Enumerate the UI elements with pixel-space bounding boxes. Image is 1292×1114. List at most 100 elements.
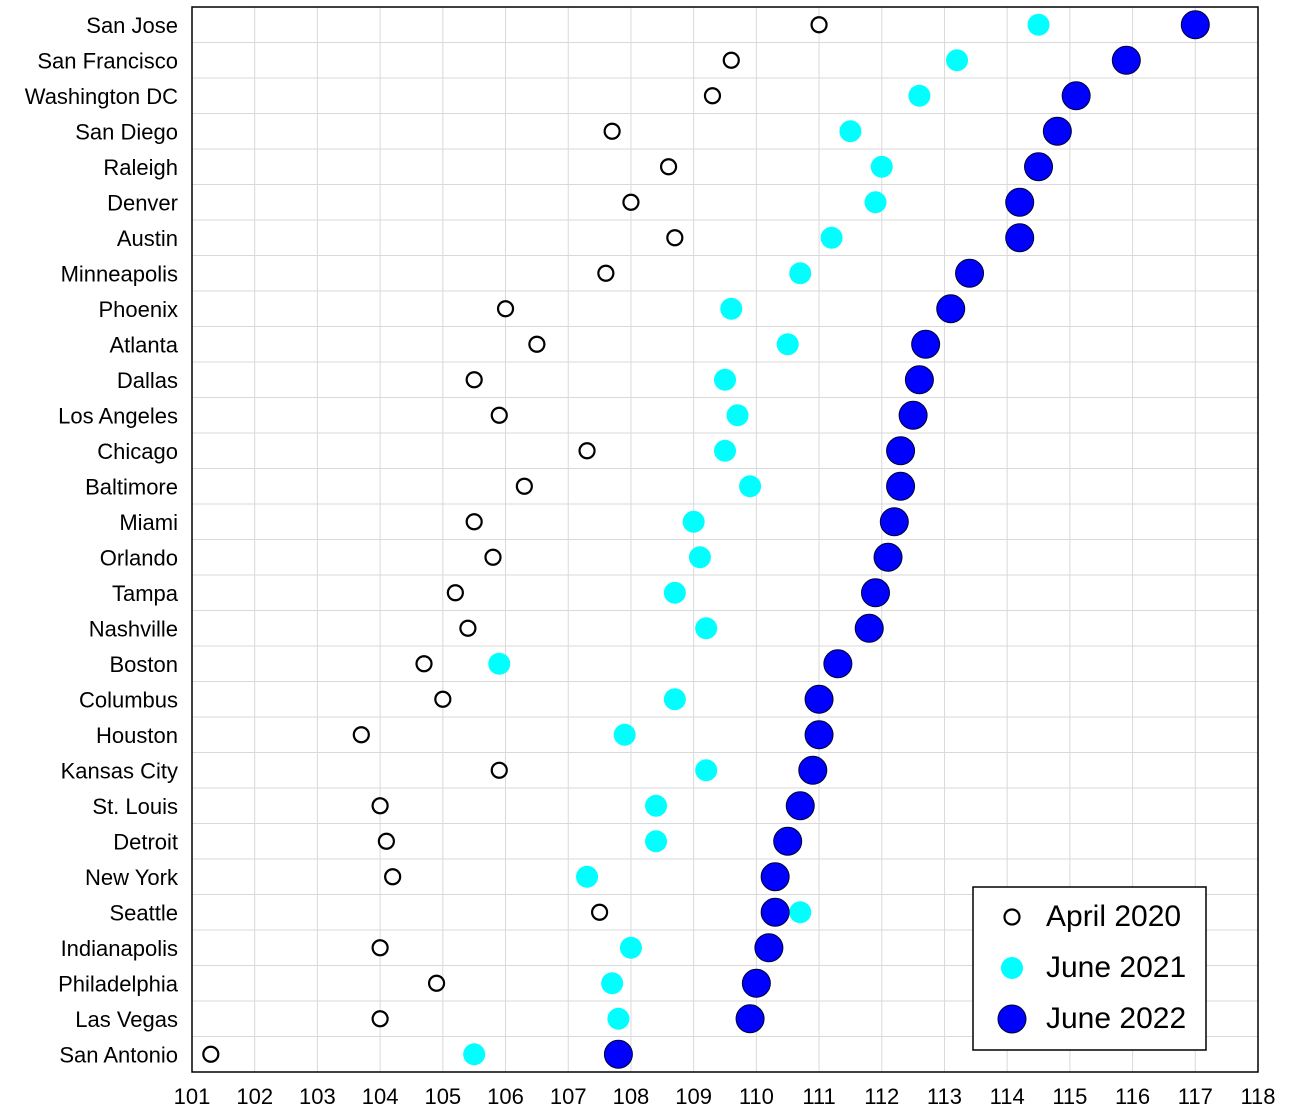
data-point-series-3 — [911, 329, 941, 359]
data-point-series-3 — [823, 649, 853, 679]
data-point-series-1 — [490, 761, 508, 779]
data-point-series-3 — [804, 684, 834, 714]
data-point-series-3 — [760, 862, 790, 892]
data-point-series-3 — [873, 542, 903, 572]
data-point-series-1 — [590, 903, 609, 921]
data-point-series-2 — [739, 475, 762, 498]
data-point-series-2 — [488, 652, 511, 675]
category-label: Atlanta — [110, 332, 179, 357]
data-point-series-3 — [1042, 116, 1072, 146]
category-label: Los Angeles — [58, 403, 178, 428]
data-point-series-1 — [578, 442, 596, 460]
category-label: Orlando — [100, 545, 178, 570]
data-point-series-1 — [371, 1010, 389, 1028]
x-tick-label: 111 — [802, 1084, 835, 1109]
data-point-series-3 — [1005, 187, 1035, 217]
data-point-series-1 — [465, 513, 483, 531]
category-label: Baltimore — [85, 474, 178, 499]
data-point-series-2 — [663, 581, 686, 604]
data-point-series-3 — [773, 826, 803, 856]
data-point-series-3 — [804, 720, 834, 750]
data-point-series-2 — [695, 759, 718, 782]
data-point-series-3 — [1024, 152, 1054, 182]
legend-marker — [1001, 957, 1023, 979]
data-point-series-1 — [666, 229, 684, 247]
category-label: Minneapolis — [61, 261, 178, 286]
data-point-series-1 — [622, 193, 640, 211]
data-point-series-2 — [613, 723, 636, 746]
data-point-series-3 — [904, 365, 934, 395]
data-point-series-1 — [352, 726, 370, 744]
x-tick-label: 116 — [1115, 1084, 1150, 1109]
x-tick-label: 118 — [1240, 1084, 1275, 1109]
x-tick-label: 106 — [487, 1084, 524, 1109]
data-point-series-2 — [688, 546, 711, 569]
data-point-series-1 — [703, 87, 722, 105]
data-point-series-1 — [459, 619, 477, 637]
data-point-series-1 — [377, 832, 395, 850]
x-tick-label: 108 — [613, 1084, 650, 1109]
data-point-series-3 — [741, 968, 771, 998]
data-point-series-3 — [754, 933, 784, 963]
category-label: Seattle — [110, 900, 179, 925]
x-tick-label: 110 — [739, 1084, 774, 1109]
x-tick-label: 103 — [299, 1084, 336, 1109]
data-point-series-1 — [515, 477, 533, 495]
data-point-series-2 — [463, 1043, 486, 1066]
data-point-series-3 — [879, 507, 909, 537]
data-point-series-1 — [659, 158, 678, 176]
legend: April 2020 June 2021 June 2022 — [972, 886, 1207, 1051]
data-point-series-1 — [484, 548, 502, 566]
category-label: Nashville — [89, 616, 178, 641]
x-tick-label: 104 — [362, 1084, 399, 1109]
data-point-series-3 — [1005, 223, 1035, 253]
data-point-series-3 — [886, 471, 916, 501]
data-point-series-1 — [427, 974, 446, 992]
data-point-series-1 — [528, 335, 546, 353]
data-point-series-3 — [798, 755, 828, 785]
category-label: San Antonio — [59, 1042, 178, 1067]
data-point-series-2 — [714, 368, 736, 391]
data-point-series-1 — [384, 868, 402, 886]
category-label: San Jose — [86, 13, 178, 38]
data-point-series-2 — [789, 901, 812, 924]
data-point-series-2 — [601, 972, 624, 995]
data-point-series-2 — [864, 191, 887, 214]
category-label: Detroit — [113, 829, 178, 854]
data-points — [202, 10, 1210, 1069]
data-point-series-3 — [886, 436, 916, 466]
category-label: San Diego — [75, 119, 178, 144]
data-point-series-2 — [726, 404, 749, 427]
category-label: Tampa — [112, 581, 179, 606]
x-tick-label: 114 — [990, 1084, 1025, 1109]
category-label: Dallas — [117, 368, 178, 393]
data-point-series-2 — [870, 155, 893, 178]
category-label: Kansas City — [61, 758, 178, 783]
data-point-series-3 — [1061, 81, 1091, 111]
data-point-series-2 — [839, 120, 862, 143]
data-point-series-1 — [597, 264, 615, 282]
x-tick-label: 101 — [174, 1084, 211, 1109]
category-label: Boston — [110, 652, 179, 677]
data-point-series-2 — [682, 510, 705, 533]
category-label: Austin — [117, 226, 178, 251]
category-label: New York — [85, 865, 179, 890]
data-point-series-3 — [785, 791, 815, 821]
legend-marker — [997, 1004, 1027, 1034]
category-label: Miami — [119, 510, 178, 535]
data-point-series-1 — [496, 300, 515, 318]
x-tick-label: 102 — [236, 1084, 273, 1109]
category-label: Washington DC — [25, 84, 178, 109]
data-point-series-2 — [820, 226, 843, 249]
category-label: Indianapolis — [61, 936, 178, 961]
data-point-series-2 — [607, 1007, 630, 1030]
category-label: St. Louis — [92, 794, 178, 819]
data-point-series-3 — [603, 1039, 633, 1069]
data-point-series-2 — [946, 49, 969, 72]
data-point-series-1 — [603, 122, 621, 140]
data-point-series-3 — [860, 578, 890, 608]
data-point-series-2 — [576, 865, 599, 888]
data-point-series-3 — [936, 294, 966, 324]
data-point-series-2 — [1027, 13, 1050, 36]
